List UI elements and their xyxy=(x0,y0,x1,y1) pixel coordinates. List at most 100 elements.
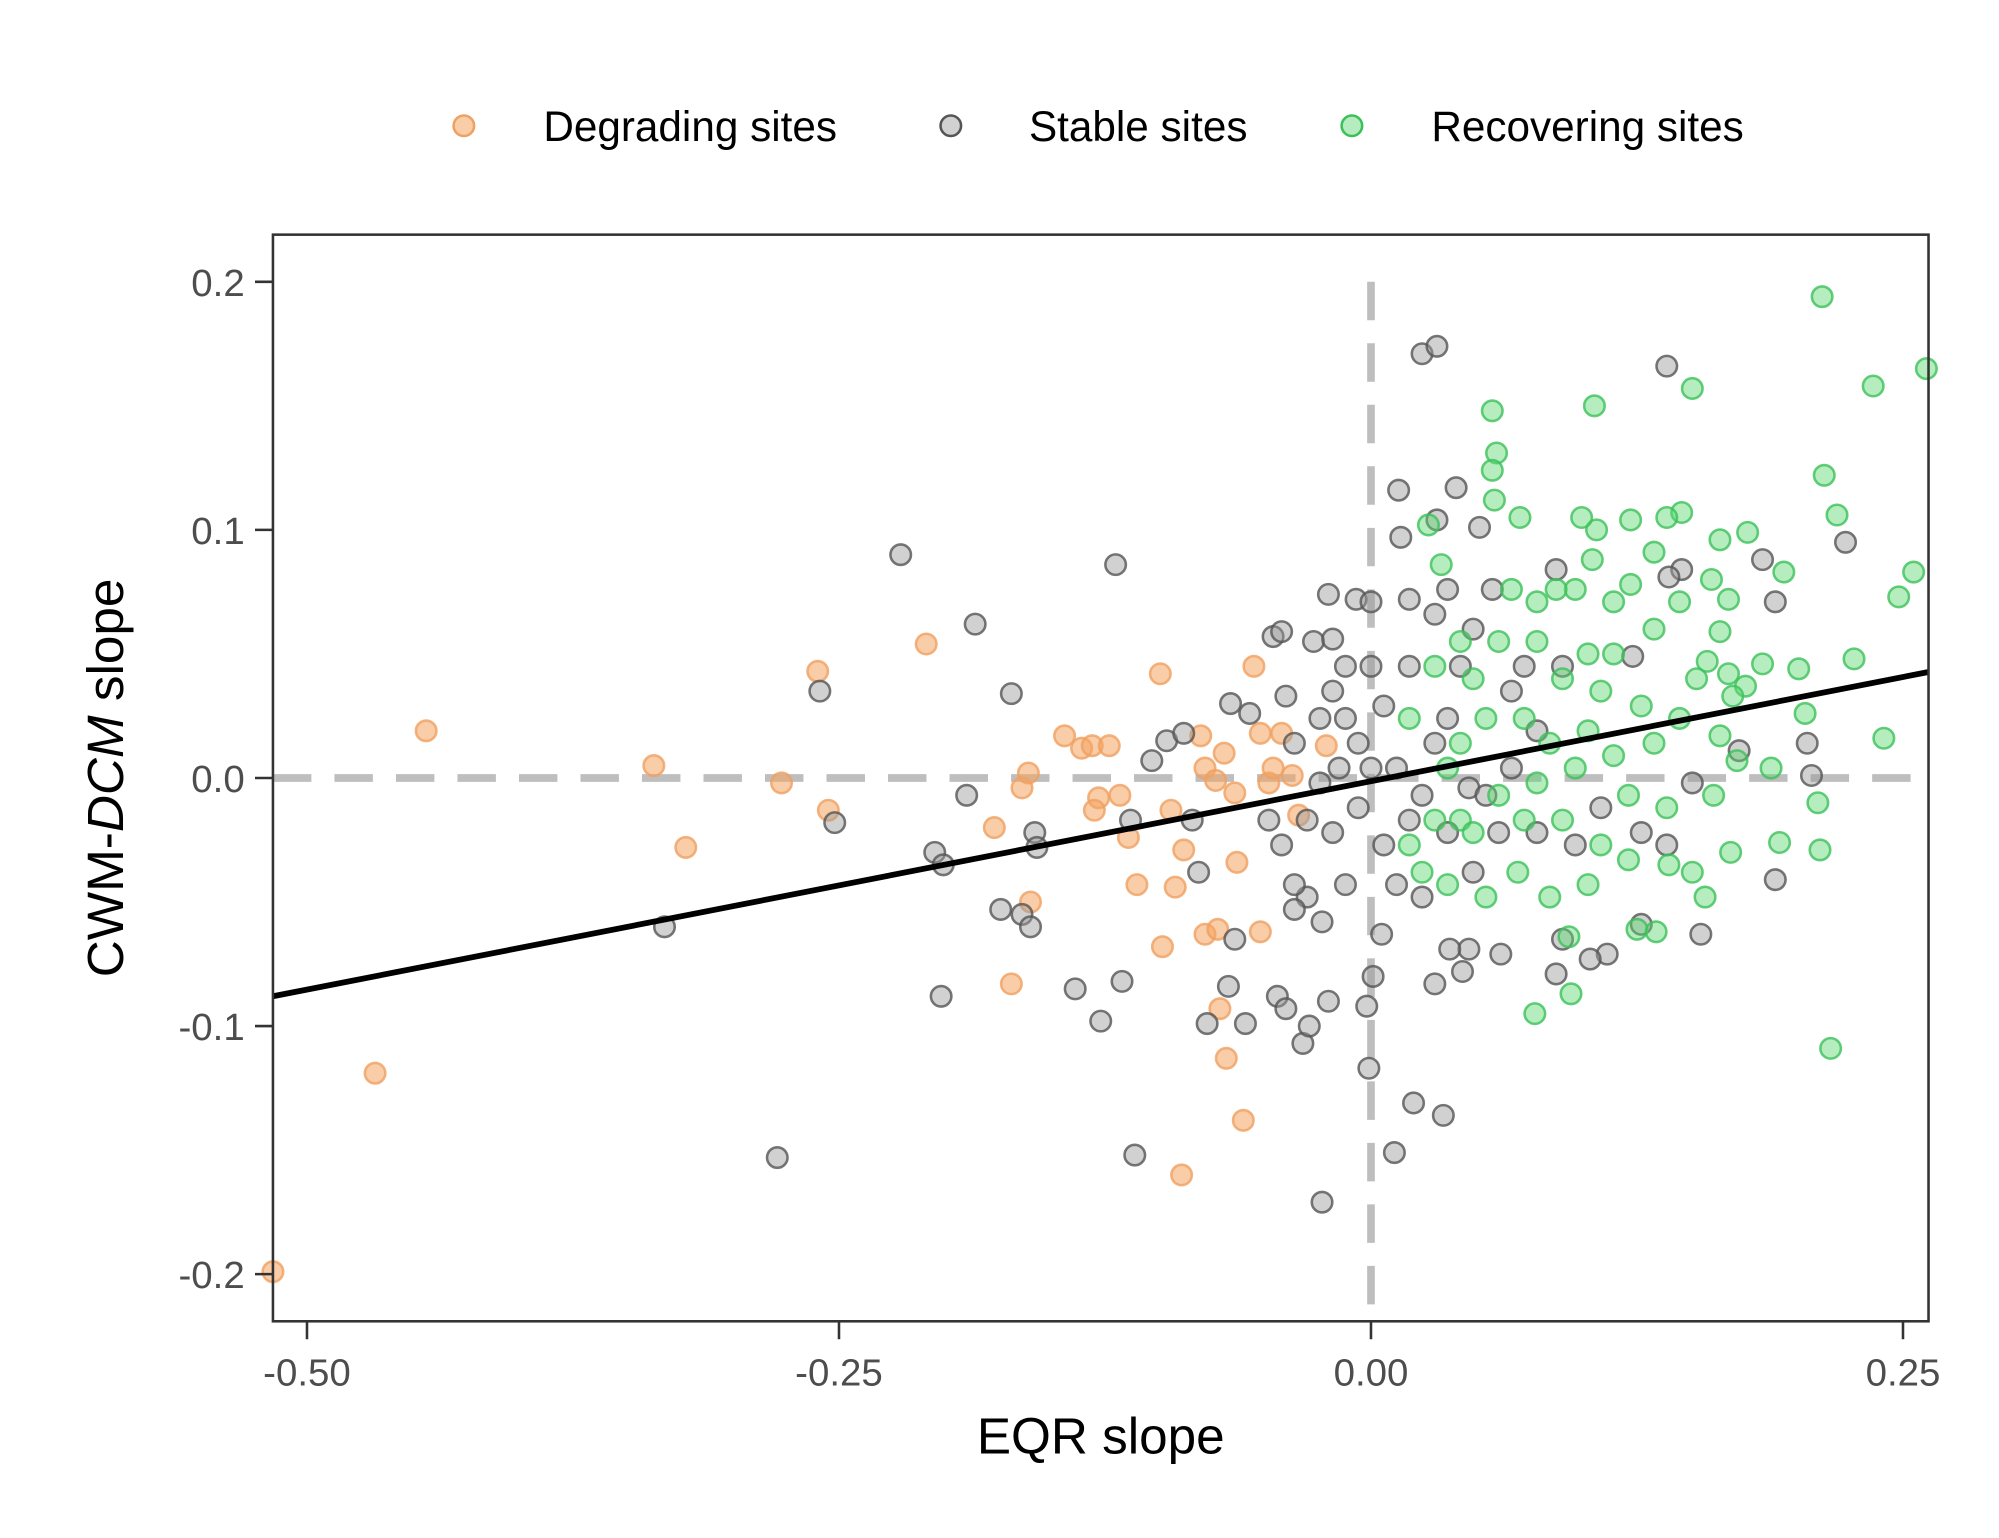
point-stable xyxy=(1512,654,1536,678)
point-recovering xyxy=(1629,694,1653,718)
point-stable xyxy=(1544,558,1568,582)
point-recovering xyxy=(1708,724,1732,748)
point-recovering xyxy=(1589,679,1613,703)
point-stable xyxy=(1450,959,1475,984)
point-stable xyxy=(1621,644,1645,668)
point-recovering xyxy=(1523,1002,1547,1026)
point-recovering xyxy=(1772,560,1796,584)
point-stable xyxy=(823,811,847,835)
point-stable xyxy=(1257,808,1281,832)
point-stable xyxy=(1410,885,1434,909)
point-stable xyxy=(1238,701,1262,725)
point-stable xyxy=(1359,756,1383,780)
x-tick-label: -0.25 xyxy=(795,1351,883,1394)
y-tick-label: 0.0 xyxy=(191,758,244,801)
point-recovering xyxy=(1602,590,1626,614)
point-degrading xyxy=(1172,838,1196,862)
point-stable xyxy=(1384,873,1409,897)
point-recovering xyxy=(1397,706,1421,730)
point-stable xyxy=(1457,937,1481,961)
point-recovering xyxy=(1812,463,1836,487)
point-degrading xyxy=(1053,724,1077,748)
point-stable xyxy=(1372,833,1396,857)
point-recovering xyxy=(1485,441,1509,465)
point-recovering xyxy=(1716,587,1741,611)
point-recovering xyxy=(1699,567,1723,592)
point-degrading xyxy=(816,798,840,822)
point-stable xyxy=(1359,654,1383,678)
point-degrading xyxy=(1204,768,1228,792)
plot-panel-border xyxy=(271,233,1930,1323)
point-recovering xyxy=(1808,838,1832,862)
point-recovering xyxy=(1525,771,1549,795)
point-stable xyxy=(808,679,832,703)
point-stable xyxy=(1310,910,1334,934)
point-stable xyxy=(1436,706,1460,730)
point-recovering xyxy=(1423,654,1447,678)
regression-line xyxy=(272,669,1930,1000)
point-recovering xyxy=(1582,394,1606,418)
point-recovering xyxy=(1787,657,1811,681)
point-degrading xyxy=(1097,734,1121,758)
point-degrading xyxy=(1314,734,1338,758)
point-stable xyxy=(1274,997,1298,1021)
point-recovering xyxy=(1508,505,1532,530)
point-stable xyxy=(1657,565,1681,589)
point-degrading xyxy=(999,972,1023,996)
point-stable xyxy=(1425,334,1449,358)
point-recovering xyxy=(1625,917,1649,941)
point-recovering xyxy=(1474,885,1498,909)
point-recovering xyxy=(1448,731,1472,755)
point-recovering xyxy=(1448,629,1472,654)
point-stable xyxy=(1297,1014,1321,1038)
point-degrading xyxy=(1248,721,1272,745)
point-degrading xyxy=(1125,873,1149,897)
point-stable xyxy=(1655,833,1679,857)
point-recovering xyxy=(1616,783,1641,807)
y-axis-title: CWM-DCM slope xyxy=(77,579,134,978)
point-stable xyxy=(1436,577,1460,601)
point-recovering xyxy=(1525,629,1549,654)
point-recovering xyxy=(1680,860,1704,884)
point-stable xyxy=(1444,476,1468,500)
point-recovering xyxy=(1480,399,1504,423)
point-recovering xyxy=(1512,706,1536,730)
point-recovering xyxy=(1563,577,1587,601)
point-stable xyxy=(1310,1190,1334,1214)
point-stable xyxy=(1563,833,1587,857)
point-recovering xyxy=(1410,860,1434,884)
point-stable xyxy=(1833,530,1858,554)
point-stable xyxy=(1140,749,1164,773)
point-degrading xyxy=(1231,1108,1255,1132)
point-stable xyxy=(1763,590,1787,614)
x-axis-title: EQR slope xyxy=(977,1407,1225,1464)
point-recovering xyxy=(1461,821,1485,845)
point-recovering xyxy=(1768,830,1792,855)
point-stable xyxy=(1316,989,1340,1013)
point-stable xyxy=(1308,706,1332,730)
point-recovering xyxy=(1487,629,1511,654)
point-recovering xyxy=(1550,667,1575,691)
point-stable xyxy=(1629,821,1653,845)
point-recovering xyxy=(1474,706,1498,730)
legend-marker-degrading xyxy=(452,114,476,138)
point-stable xyxy=(1316,582,1340,606)
point-stable xyxy=(1321,679,1345,703)
point-recovering xyxy=(1642,540,1666,564)
y-axis-title-prefix: CWM- xyxy=(77,832,134,977)
point-stable xyxy=(1233,1012,1257,1036)
point-degrading xyxy=(1082,798,1106,822)
x-tick-label: 0.25 xyxy=(1866,1351,1941,1394)
point-recovering xyxy=(1793,701,1817,725)
point-degrading xyxy=(1108,783,1132,807)
point-stable xyxy=(1467,515,1492,539)
point-degrading xyxy=(1242,654,1266,678)
point-degrading xyxy=(1225,850,1249,874)
point-stable xyxy=(1795,731,1819,755)
point-recovering xyxy=(1751,652,1775,676)
legend-marker-recovering xyxy=(1340,114,1364,138)
point-recovering xyxy=(1759,756,1783,780)
point-stable xyxy=(955,783,979,807)
y-axis: -0.2 -0.1 0.0 0.1 0.2 xyxy=(179,262,273,1297)
point-recovering xyxy=(1657,853,1681,877)
